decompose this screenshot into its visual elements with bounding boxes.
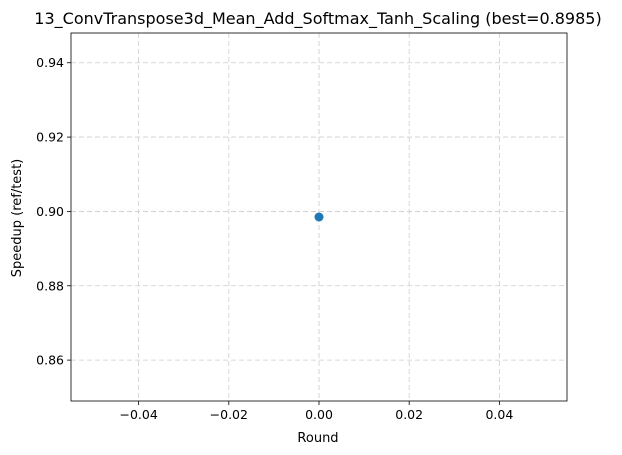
y-axis-label: Speedup (ref/test) (10, 159, 25, 278)
y-tick-label: 0.90 (36, 204, 64, 219)
y-tick-label: 0.86 (36, 353, 64, 368)
x-tick-label: 0.04 (485, 407, 513, 422)
plot-frame (70, 32, 568, 402)
axis-ticks: −0.04 −0.02 0.00 0.02 0.04 0.86 0.88 0.90 0.92 0.… (36, 55, 513, 422)
x-axis-label: Round (297, 431, 338, 446)
chart-title: 13_ConvTranspose3d_Mean_Add_Softmax_Tanh… (34, 9, 601, 29)
x-tick-label: −0.04 (119, 407, 157, 422)
y-tick-label: 0.92 (36, 130, 64, 145)
x-tick-label: 0.02 (395, 407, 423, 422)
x-tick-label: 0.00 (305, 407, 333, 422)
data-point (314, 212, 324, 222)
data-points (314, 212, 324, 222)
grid-lines (71, 33, 567, 401)
y-tick-label: 0.94 (36, 55, 64, 70)
x-tick-label: −0.02 (210, 407, 248, 422)
y-tick-label: 0.88 (36, 278, 64, 293)
